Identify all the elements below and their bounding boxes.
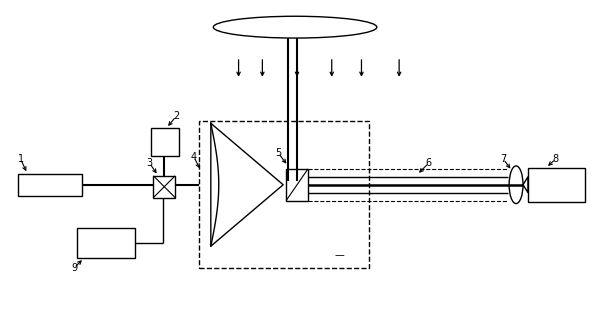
Text: 4: 4	[191, 152, 197, 162]
Text: 5: 5	[275, 148, 281, 158]
Text: 6: 6	[426, 158, 432, 168]
Text: 1: 1	[18, 154, 24, 164]
Text: —: —	[335, 250, 345, 260]
Bar	[199, 121, 370, 268]
Ellipse shape	[509, 166, 523, 204]
Ellipse shape	[213, 16, 377, 38]
Text: 9: 9	[71, 263, 77, 273]
Bar	[18, 174, 82, 196]
Bar	[153, 176, 175, 197]
Bar	[152, 128, 179, 156]
Text: 2: 2	[173, 111, 179, 121]
Text: 7: 7	[500, 154, 507, 164]
Bar	[286, 169, 308, 201]
Text: 3: 3	[146, 158, 153, 168]
Bar	[77, 228, 135, 258]
Bar	[528, 168, 585, 202]
Text: 8: 8	[553, 154, 559, 164]
